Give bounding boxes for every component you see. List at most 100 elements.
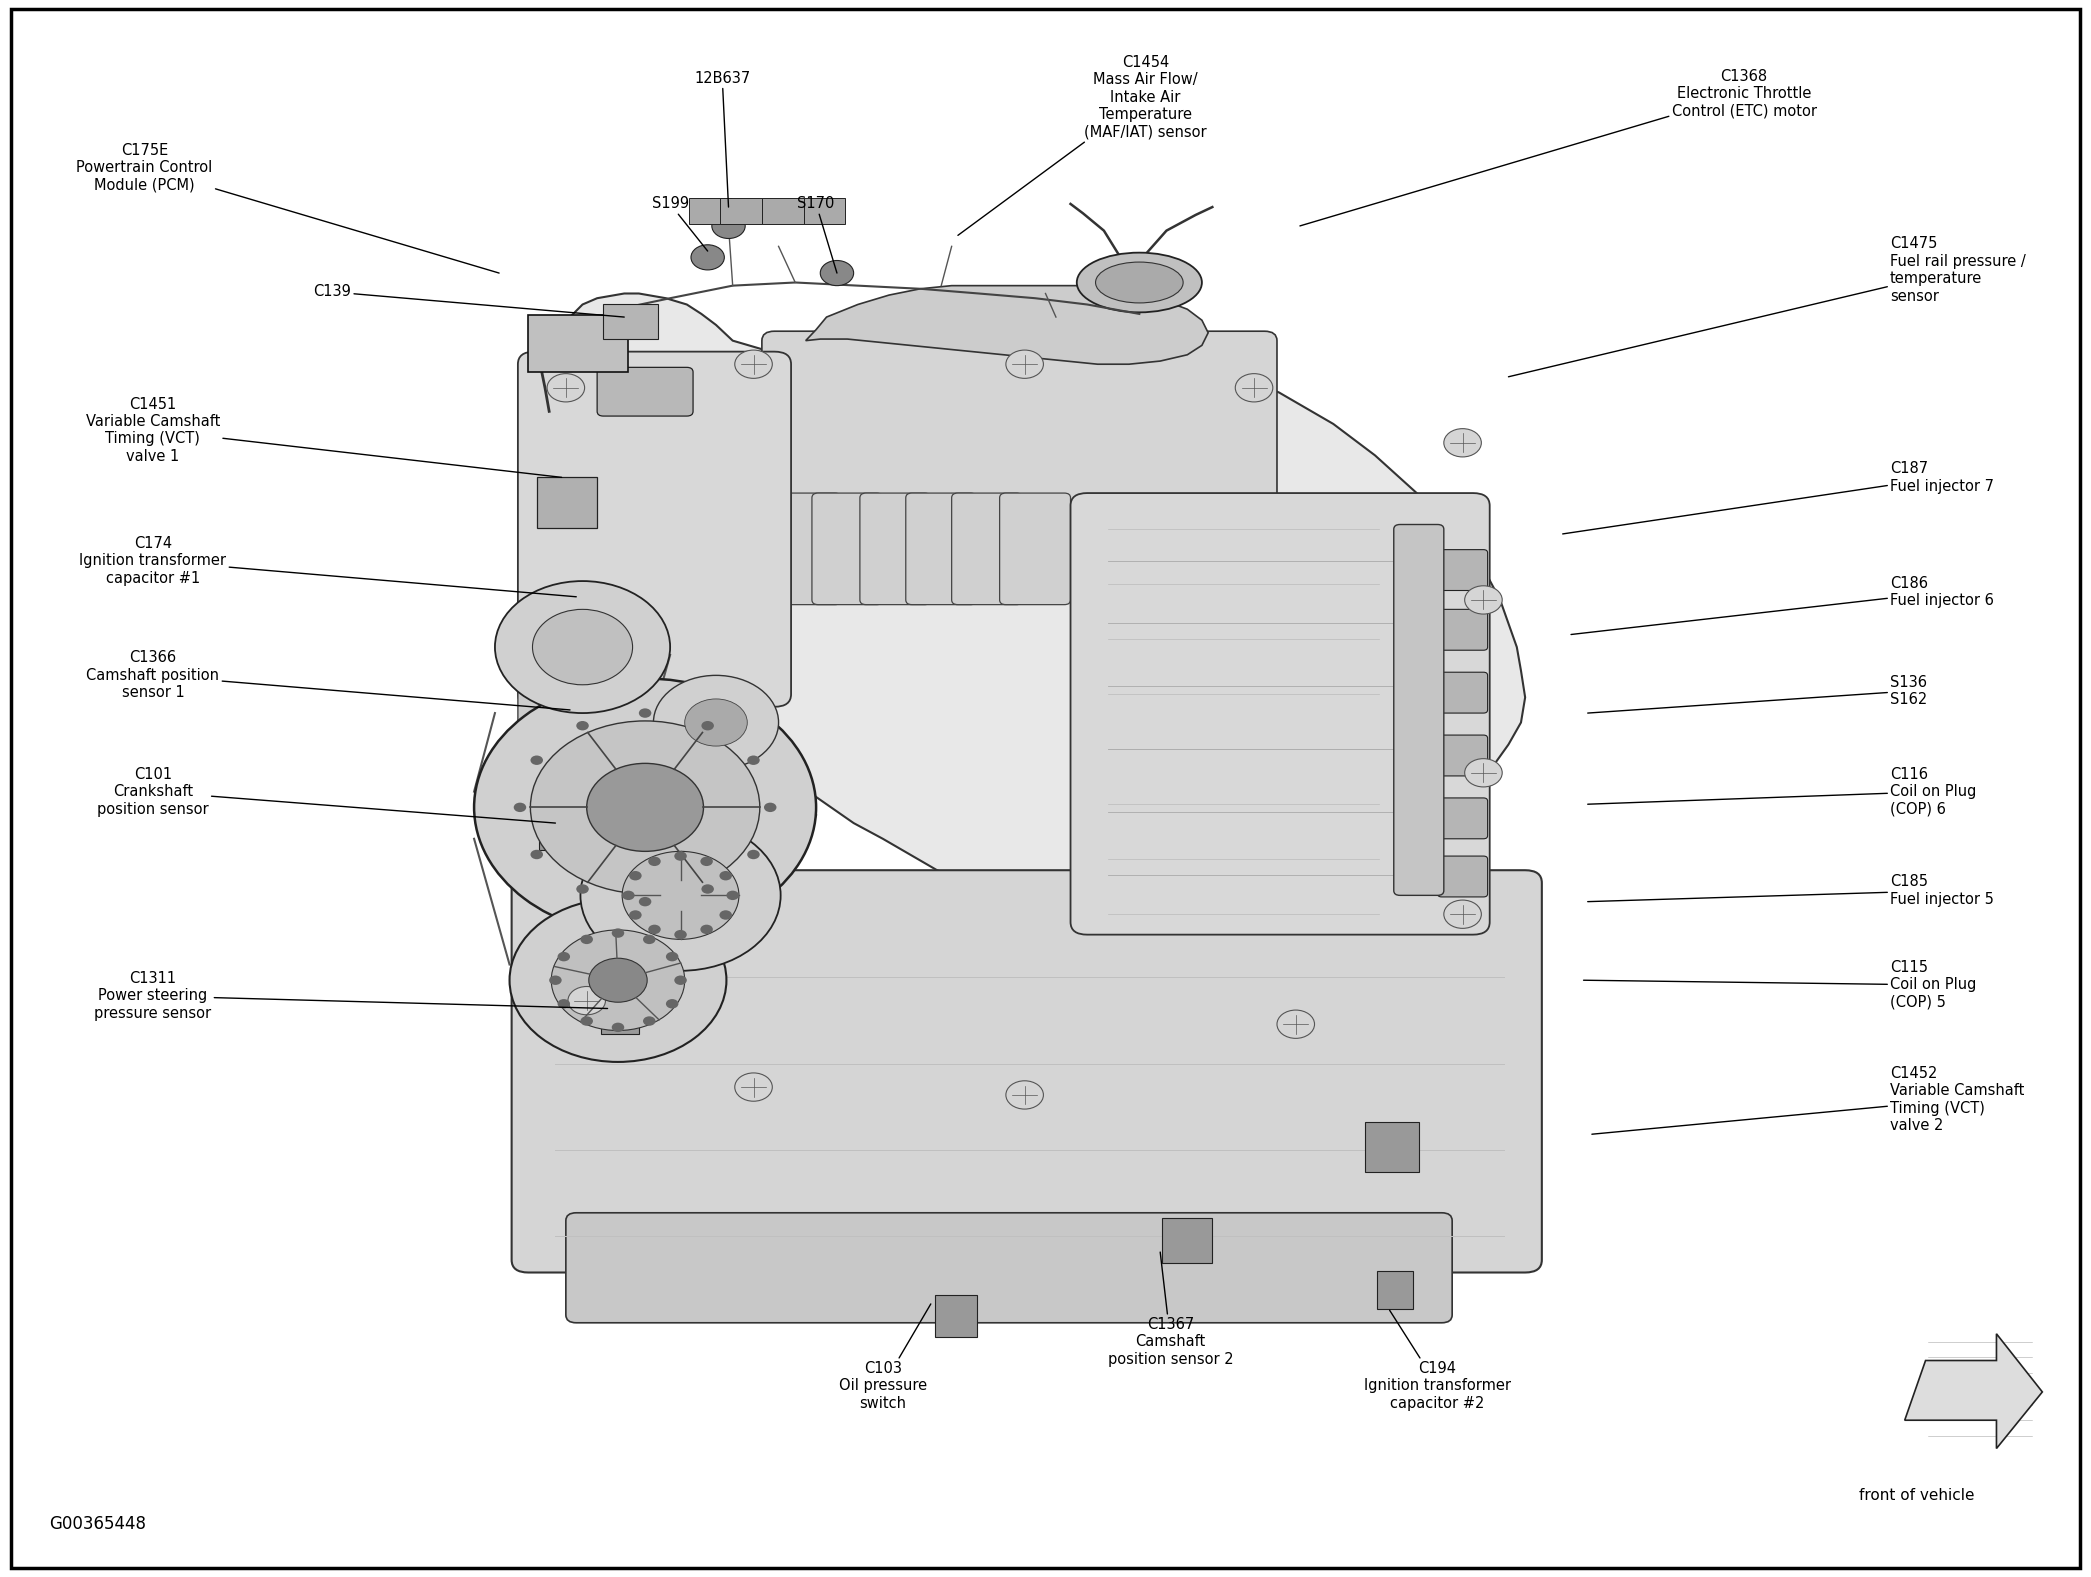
Text: G00365448: G00365448: [48, 1515, 146, 1533]
Circle shape: [510, 899, 726, 1061]
FancyBboxPatch shape: [1071, 494, 1489, 935]
Ellipse shape: [1096, 262, 1184, 303]
Circle shape: [700, 924, 713, 934]
Circle shape: [734, 350, 772, 378]
Circle shape: [734, 1072, 772, 1101]
Circle shape: [558, 953, 571, 962]
Text: C1311
Power steering
pressure sensor: C1311 Power steering pressure sensor: [94, 971, 608, 1020]
Polygon shape: [529, 293, 1524, 930]
Circle shape: [588, 763, 703, 852]
Circle shape: [644, 935, 654, 945]
Text: C101
Crankshaft
position sensor: C101 Crankshaft position sensor: [96, 766, 556, 823]
Circle shape: [1006, 1080, 1043, 1109]
Circle shape: [550, 976, 562, 986]
FancyBboxPatch shape: [951, 494, 1022, 604]
FancyBboxPatch shape: [935, 1295, 976, 1337]
Circle shape: [746, 850, 759, 859]
Circle shape: [581, 1016, 594, 1025]
FancyBboxPatch shape: [761, 331, 1278, 516]
Circle shape: [1443, 429, 1480, 457]
Circle shape: [746, 755, 759, 765]
FancyBboxPatch shape: [803, 197, 845, 224]
Text: C194
Ignition transformer
capacitor #2: C194 Ignition transformer capacitor #2: [1363, 1310, 1512, 1410]
Circle shape: [1006, 350, 1043, 378]
Text: 12B637: 12B637: [694, 71, 751, 207]
FancyBboxPatch shape: [719, 197, 761, 224]
Circle shape: [623, 891, 636, 900]
FancyBboxPatch shape: [1439, 550, 1487, 590]
FancyBboxPatch shape: [811, 494, 882, 604]
Circle shape: [640, 708, 652, 718]
Text: C1454
Mass Air Flow/
Intake Air
Temperature
(MAF/IAT) sensor: C1454 Mass Air Flow/ Intake Air Temperat…: [958, 55, 1207, 235]
Circle shape: [665, 953, 677, 962]
FancyBboxPatch shape: [1378, 1271, 1414, 1309]
FancyBboxPatch shape: [1439, 798, 1487, 839]
Circle shape: [1236, 374, 1273, 402]
Circle shape: [613, 1022, 625, 1031]
Circle shape: [719, 871, 732, 880]
Circle shape: [531, 755, 544, 765]
Text: C1367
Camshaft
position sensor 2: C1367 Camshaft position sensor 2: [1108, 1252, 1234, 1367]
Circle shape: [1464, 759, 1501, 787]
Circle shape: [569, 987, 606, 1014]
Circle shape: [514, 803, 527, 812]
Circle shape: [719, 910, 732, 919]
Circle shape: [673, 976, 686, 986]
Text: C1451
Variable Camshaft
Timing (VCT)
valve 1: C1451 Variable Camshaft Timing (VCT) val…: [86, 396, 562, 478]
Circle shape: [684, 699, 746, 746]
Circle shape: [652, 675, 778, 770]
Circle shape: [665, 1000, 677, 1009]
FancyBboxPatch shape: [519, 352, 790, 706]
Circle shape: [1278, 1011, 1315, 1038]
Circle shape: [690, 244, 723, 270]
Text: C103
Oil pressure
switch: C103 Oil pressure switch: [838, 1304, 930, 1410]
FancyBboxPatch shape: [688, 197, 730, 224]
Ellipse shape: [1077, 252, 1202, 312]
Circle shape: [700, 885, 713, 894]
Circle shape: [648, 856, 661, 866]
Circle shape: [496, 580, 669, 713]
Circle shape: [640, 897, 652, 907]
FancyBboxPatch shape: [761, 197, 803, 224]
Text: C186
Fuel injector 6: C186 Fuel injector 6: [1570, 576, 1995, 634]
Text: S136
S162: S136 S162: [1587, 675, 1928, 713]
FancyBboxPatch shape: [1365, 1121, 1420, 1172]
FancyBboxPatch shape: [859, 494, 930, 604]
FancyBboxPatch shape: [769, 494, 841, 604]
Circle shape: [726, 891, 738, 900]
Text: C174
Ignition transformer
capacitor #1: C174 Ignition transformer capacitor #1: [79, 536, 577, 596]
Circle shape: [581, 935, 594, 945]
FancyBboxPatch shape: [905, 494, 976, 604]
Circle shape: [1464, 585, 1501, 613]
Circle shape: [629, 871, 642, 880]
Text: C1475
Fuel rail pressure /
temperature
sensor: C1475 Fuel rail pressure / temperature s…: [1508, 237, 2026, 377]
Text: C185
Fuel injector 5: C185 Fuel injector 5: [1587, 874, 1995, 907]
Circle shape: [673, 930, 686, 940]
FancyBboxPatch shape: [602, 997, 640, 1033]
Circle shape: [644, 1016, 654, 1025]
FancyBboxPatch shape: [519, 686, 705, 891]
Text: C1368
Electronic Throttle
Control (ETC) motor: C1368 Electronic Throttle Control (ETC) …: [1301, 69, 1817, 226]
FancyBboxPatch shape: [604, 304, 657, 339]
Polygon shape: [805, 285, 1209, 364]
Circle shape: [629, 910, 642, 919]
Circle shape: [581, 820, 780, 971]
FancyBboxPatch shape: [598, 367, 692, 416]
Text: C175E
Powertrain Control
Module (PCM): C175E Powertrain Control Module (PCM): [77, 144, 500, 273]
Circle shape: [1443, 900, 1480, 929]
Circle shape: [548, 374, 585, 402]
Circle shape: [700, 856, 713, 866]
FancyBboxPatch shape: [539, 807, 581, 850]
Circle shape: [820, 260, 853, 285]
Circle shape: [533, 609, 634, 684]
FancyBboxPatch shape: [1163, 1217, 1213, 1263]
Circle shape: [700, 721, 713, 730]
FancyBboxPatch shape: [1439, 735, 1487, 776]
Text: C187
Fuel injector 7: C187 Fuel injector 7: [1562, 460, 1995, 535]
FancyBboxPatch shape: [567, 1213, 1451, 1323]
Circle shape: [763, 803, 776, 812]
Text: S170: S170: [797, 197, 836, 273]
FancyBboxPatch shape: [1439, 856, 1487, 897]
Circle shape: [590, 959, 648, 1003]
FancyBboxPatch shape: [529, 315, 629, 372]
